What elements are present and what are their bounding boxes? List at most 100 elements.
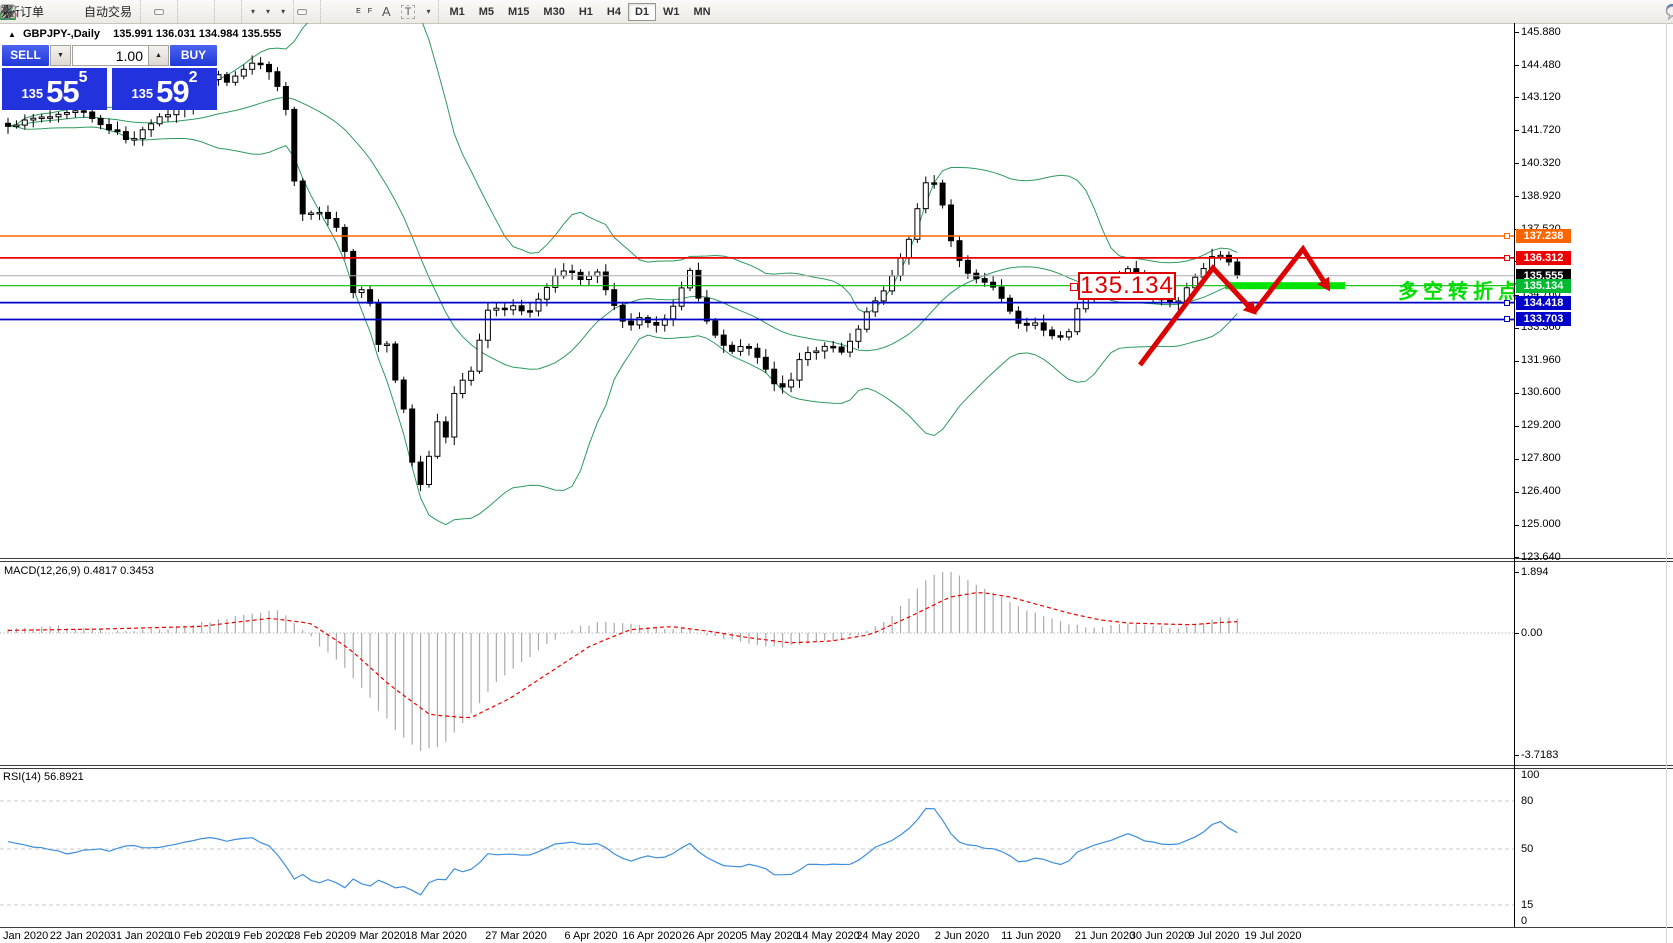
crosshair-button[interactable]: [1, 5, 317, 18]
date-label: 24 May 2020: [856, 930, 920, 942]
zoom-out-button[interactable]: [1, 4, 201, 19]
chart-shift-button[interactable]: [1, 6, 238, 18]
date-label: 2 Jun 2020: [934, 930, 990, 942]
toolbar-group-trade: 新订单 自动交易: [0, 0, 140, 23]
text-button[interactable]: A: [377, 1, 396, 22]
indicators-caret: ▾: [251, 7, 256, 16]
vertical-line-button[interactable]: [5, 5, 334, 18]
toolbar-group-insert: ▾ ▾ ▾: [0, 0, 293, 23]
trendline-button[interactable]: [1, 5, 354, 18]
toolbar-group-cursor: [1, 0, 320, 23]
cursor-button[interactable]: [4, 5, 308, 18]
ohlc-values: 135.991 136.031 134.984 135.555: [113, 28, 282, 40]
auto-scroll-button[interactable]: [1, 6, 228, 18]
auto-trading-button[interactable]: 自动交易: [0, 0, 137, 23]
arrows-button[interactable]: ▾: [1, 4, 435, 19]
price-tick-label: 140.320: [1521, 156, 1561, 169]
buy-price-pips: 59: [156, 74, 189, 109]
date-label: 22 Jan 2020: [49, 930, 111, 942]
zoom-in-button[interactable]: [1, 4, 191, 19]
indicators-button[interactable]: ▾: [1, 4, 260, 20]
rsi-plot[interactable]: [0, 769, 1514, 927]
buy-price-display[interactable]: 135 59 2: [112, 68, 217, 110]
toolbar-group-chart-type: [0, 0, 177, 23]
collapse-arrow-icon[interactable]: ▲: [8, 30, 16, 39]
timeframe-mn[interactable]: MN: [693, 5, 711, 18]
alerts-button[interactable]: [1, 5, 59, 20]
rsi-panel-divider[interactable]: [0, 765, 1673, 769]
price-label-handle[interactable]: [1070, 283, 1078, 291]
macd-plot[interactable]: [0, 562, 1514, 765]
sell-button[interactable]: SELL: [2, 45, 49, 66]
fibonacci-button[interactable]: F: [1, 5, 377, 18]
equidistant-channel-button[interactable]: E: [0, 5, 366, 19]
macd-tickmark: [1515, 633, 1519, 634]
timeframe-d1[interactable]: D1: [627, 2, 657, 21]
bar-chart-button[interactable]: [1, 6, 154, 17]
zigzag-arrow-2[interactable]: [1252, 244, 1331, 314]
buy-button[interactable]: BUY: [170, 45, 217, 66]
signals-button[interactable]: [2, 6, 79, 17]
arrows-caret: ▾: [426, 7, 431, 16]
zigzag-arrow-1[interactable]: [1138, 264, 1257, 367]
one-click-trading-panel: SELL ▼ ▲ BUY 135 55 5 135 59 2: [2, 44, 217, 110]
volume-increase-button[interactable]: ▲: [148, 45, 169, 66]
text-label-button[interactable]: T: [396, 2, 421, 22]
horizontal-line-button[interactable]: [1, 9, 344, 15]
timeframe-m30[interactable]: M30: [543, 5, 565, 18]
new-order-label: 新订单: [8, 5, 45, 19]
date-label: 10 Feb 2020: [168, 930, 230, 942]
tile-windows-button[interactable]: [1, 6, 211, 17]
date-label: 9 Jul 2020: [1188, 930, 1240, 942]
price-scale-box: 136.312: [1516, 250, 1571, 265]
window-edge: [1666, 23, 1667, 943]
price-tickmark: [1515, 65, 1519, 66]
timeframe-m1[interactable]: M1: [449, 5, 465, 18]
price-tickmark: [1515, 393, 1519, 394]
arrows-icon: [1, 6, 15, 18]
sell-price-display[interactable]: 135 55 5: [2, 68, 107, 110]
date-label: 27 Mar 2020: [485, 930, 547, 942]
line-handle[interactable]: [1504, 316, 1510, 323]
date-label: 19 Jul 2020: [1244, 930, 1302, 942]
price-tickmark: [1515, 426, 1519, 427]
date-label: 31 Jan 2020: [109, 930, 171, 942]
line-handle[interactable]: [1504, 233, 1510, 239]
periods-button[interactable]: ▾: [0, 4, 275, 19]
timeframe-m5[interactable]: M5: [478, 5, 495, 18]
macd-label: MACD(12,26,9) 0.4817 0.3453: [4, 565, 154, 577]
main-chart-plot[interactable]: [0, 23, 1514, 558]
sell-price-figure: 135: [21, 86, 44, 101]
price-scale-box: 137.238: [1516, 229, 1571, 243]
turning-price-label[interactable]: 135.134: [1078, 272, 1176, 300]
date-label: 14 May 2020: [796, 930, 860, 942]
timeframe-w1[interactable]: W1: [663, 5, 680, 18]
line-chart-button[interactable]: [0, 6, 174, 16]
volume-decrease-button[interactable]: ▼: [50, 45, 71, 66]
timeframe-m15[interactable]: M15: [508, 5, 530, 18]
date-label: 30 Jun 2020: [1129, 930, 1191, 942]
turning-point-note[interactable]: 多空转折点: [1398, 281, 1523, 303]
price-tick-label: 127.800: [1521, 452, 1561, 465]
turning-point-bar[interactable]: [1225, 282, 1345, 290]
price-scale-box: 134.418: [1516, 295, 1571, 310]
line-handle[interactable]: [1504, 254, 1510, 261]
chat-icon[interactable]: [1665, 4, 1673, 20]
templates-button[interactable]: ▾: [0, 4, 290, 19]
price-tick-label: 143.120: [1521, 90, 1561, 103]
price-tick-label: 129.200: [1521, 419, 1561, 432]
candlestick-chart-button[interactable]: [1, 5, 165, 18]
macd-panel-divider[interactable]: [0, 558, 1673, 562]
line-handle[interactable]: [1504, 299, 1510, 306]
price-tickmark: [1515, 97, 1519, 98]
volume-input[interactable]: [72, 45, 149, 66]
timeframe-h1[interactable]: H1: [578, 5, 593, 18]
price-tick-label: 130.600: [1521, 386, 1561, 399]
toolbar-group-scroll: [1, 0, 241, 23]
price-tick-label: 144.480: [1521, 58, 1561, 71]
toolbar-group-timeframes: M1 M5 M15 M30 H1 H4 D1 W1 MN: [438, 0, 720, 23]
timeframe-h4[interactable]: H4: [606, 5, 621, 18]
community-button[interactable]: [0, 4, 69, 19]
macd-tickmark: [1515, 572, 1519, 573]
